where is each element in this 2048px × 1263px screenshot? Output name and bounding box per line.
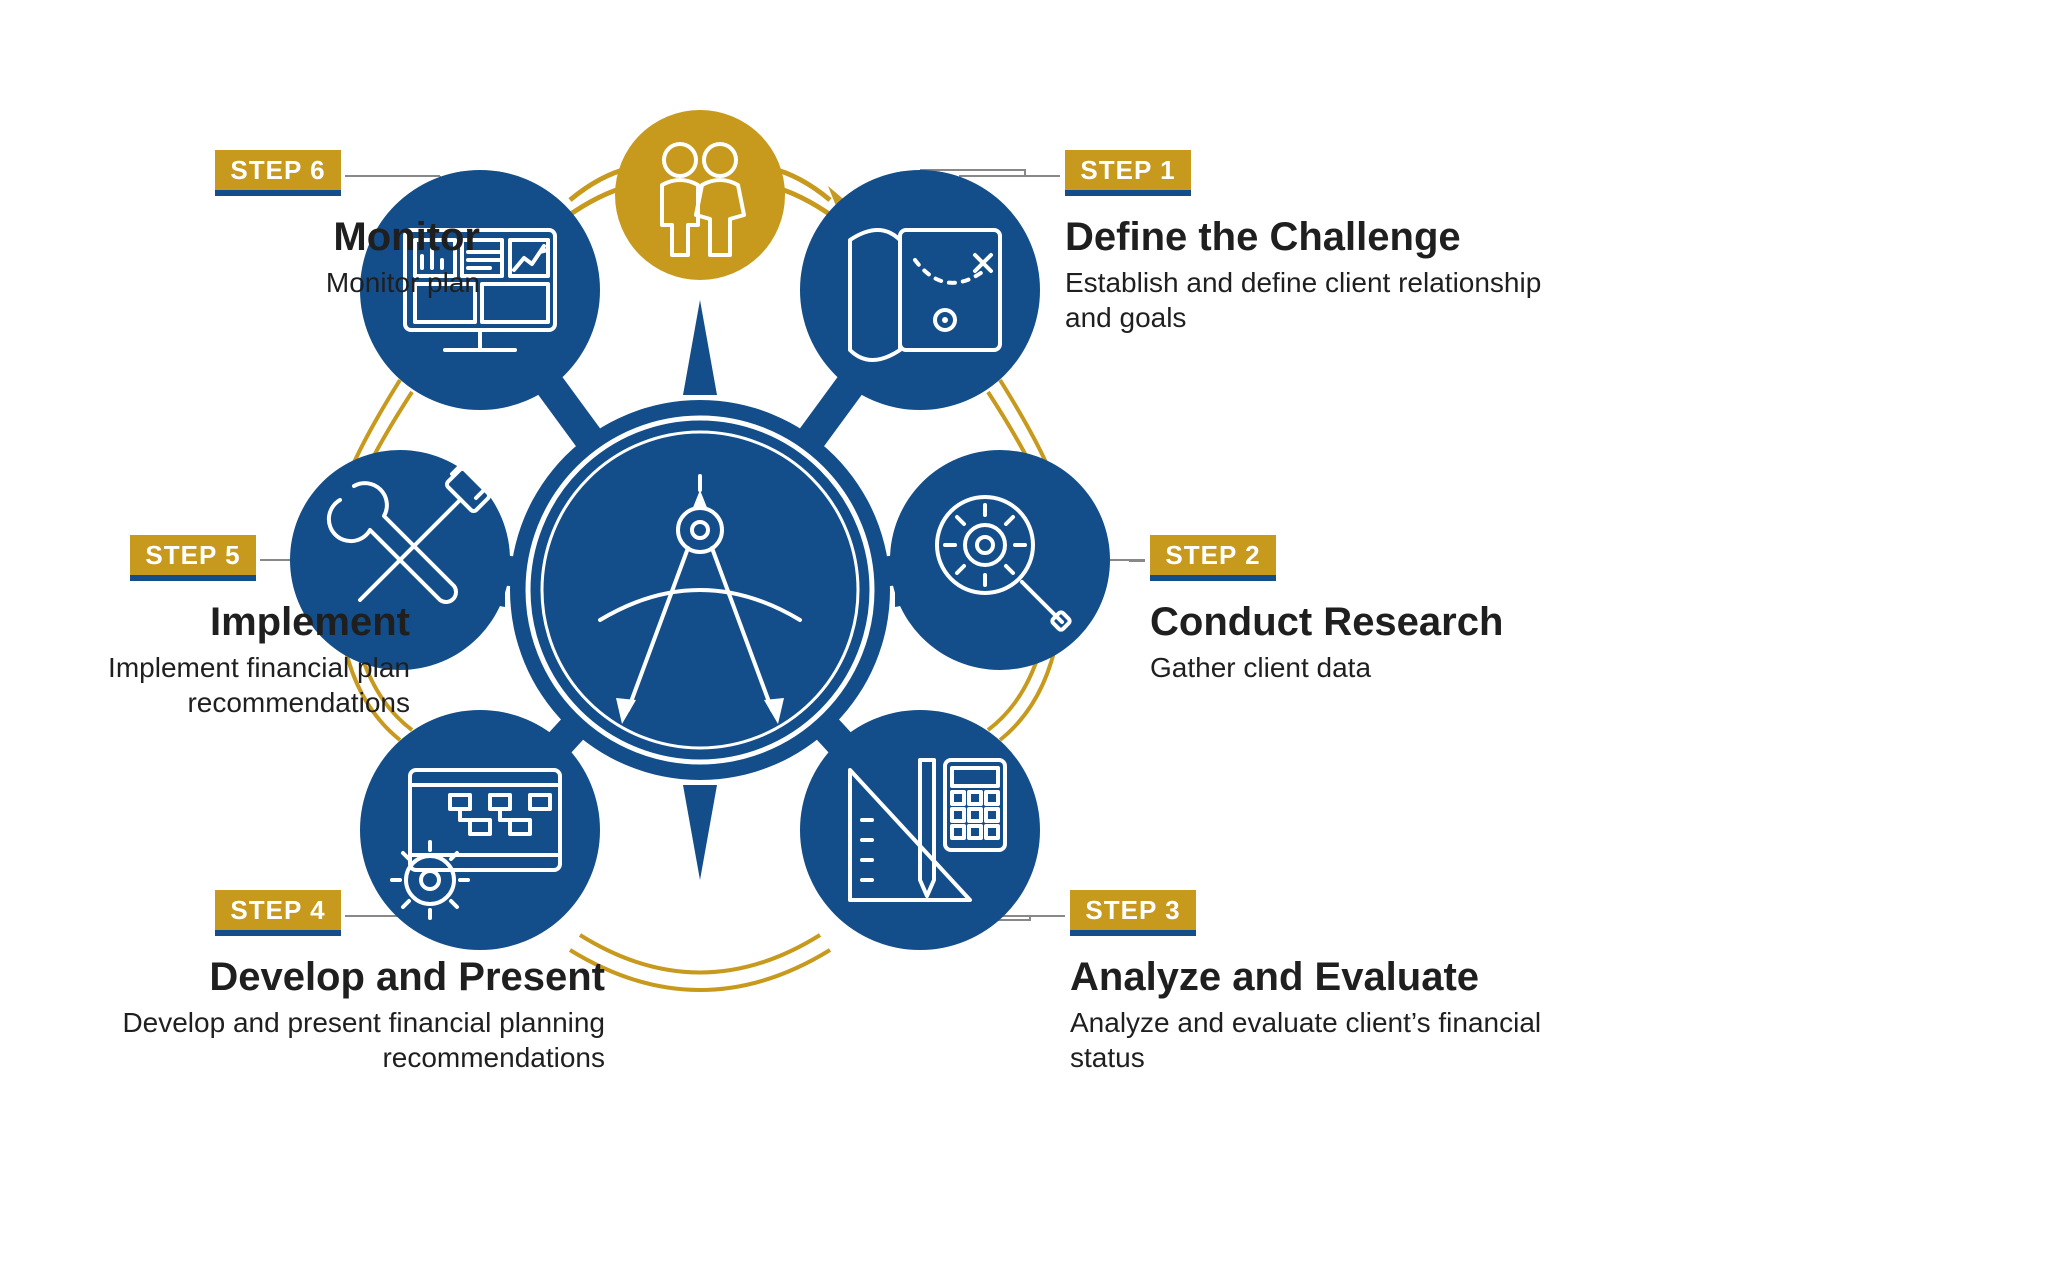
title-step6: Monitor — [120, 215, 480, 259]
node-step3 — [800, 710, 1040, 950]
badge-step2: STEP 2 — [1150, 535, 1276, 581]
sub-step6: Monitor plan — [120, 265, 480, 300]
sub-step1: Establish and define client relationship… — [1065, 265, 1585, 335]
title-step5: Implement — [20, 600, 410, 644]
title-step4: Develop and Present — [45, 955, 605, 999]
node-step2 — [890, 450, 1110, 670]
badge-step4: STEP 4 — [215, 890, 341, 936]
text-step5: Implement Implement financial plan recom… — [20, 600, 410, 720]
text-step1: Define the Challenge Establish and defin… — [1065, 215, 1585, 335]
title-step2: Conduct Research — [1150, 600, 1590, 644]
badge-step3: STEP 3 — [1070, 890, 1196, 936]
title-step1: Define the Challenge — [1065, 215, 1585, 259]
sub-step2: Gather client data — [1150, 650, 1590, 685]
node-step4 — [360, 710, 600, 950]
diagram-canvas: STEP 1 STEP 2 STEP 3 STEP 4 STEP 5 STEP … — [0, 0, 2048, 1263]
badge-step1: STEP 1 — [1065, 150, 1191, 196]
text-step4: Develop and Present Develop and present … — [45, 955, 605, 1075]
text-step6: Monitor Monitor plan — [120, 215, 480, 300]
sub-step4: Develop and present financial planning r… — [45, 1005, 605, 1075]
people-node — [615, 110, 785, 280]
badge-step5: STEP 5 — [130, 535, 256, 581]
badge-step6: STEP 6 — [215, 150, 341, 196]
node-step1 — [800, 170, 1040, 410]
text-step3: Analyze and Evaluate Analyze and evaluat… — [1070, 955, 1610, 1075]
center-hub — [510, 400, 890, 780]
sub-step3: Analyze and evaluate client’s financial … — [1070, 1005, 1610, 1075]
title-step3: Analyze and Evaluate — [1070, 955, 1610, 999]
text-step2: Conduct Research Gather client data — [1150, 600, 1590, 685]
sub-step5: Implement financial plan recommendations — [20, 650, 410, 720]
